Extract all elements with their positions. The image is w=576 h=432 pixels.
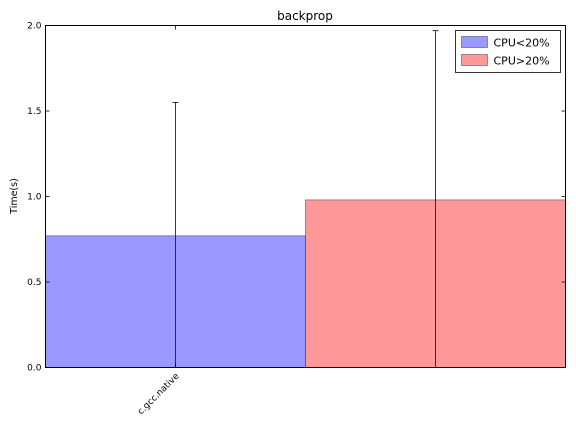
legend-label-1: CPU>20% [494, 55, 550, 68]
legend-swatch-1 [461, 54, 488, 66]
legend: CPU<20% CPU>20% [455, 30, 561, 73]
chart-title: backprop [277, 9, 333, 23]
y-tick-label: 1.5 [27, 107, 41, 117]
x-tick-label: c.gcc.native [136, 371, 182, 417]
legend-label-0: CPU<20% [494, 37, 550, 50]
y-tick-label: 0.0 [27, 364, 42, 374]
y-tick-label: 2.0 [27, 22, 42, 32]
y-axis-label: Time(s) [9, 178, 20, 215]
y-tick-label: 0.5 [27, 278, 41, 288]
legend-swatch-0 [461, 36, 488, 48]
y-tick-label: 1.0 [27, 193, 42, 203]
